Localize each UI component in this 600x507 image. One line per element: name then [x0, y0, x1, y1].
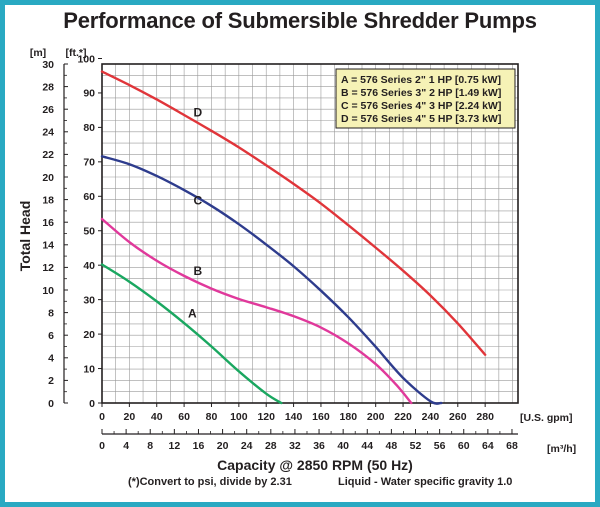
x-tick-label-m3h: 0 — [99, 440, 105, 452]
y-tick-label-ft: 0 — [89, 398, 95, 410]
y-tick-label-m: 16 — [42, 217, 54, 229]
x-tick-label-m3h: 28 — [265, 440, 277, 452]
y-unit-ft: [ft.*] — [66, 47, 87, 59]
y-tick-label-ft: 10 — [83, 363, 95, 375]
curves: A B C D — [100, 70, 487, 405]
x-tick-label-m3h: 8 — [147, 440, 153, 452]
curve-label-a: A — [188, 307, 197, 321]
x-tick-label-m3h: 24 — [241, 440, 253, 452]
curve-b — [100, 217, 413, 405]
legend-entry: A = 576 Series 2" 1 HP [0.75 kW] — [341, 74, 501, 86]
x-tick-label-gpm: 80 — [206, 411, 218, 423]
y-tick-label-m: 14 — [42, 240, 54, 252]
y-tick-label-ft: 30 — [83, 294, 95, 306]
tick-labels: 0246810121416182022242628300102030405060… — [42, 53, 518, 452]
x-tick-label-m3h: 36 — [313, 440, 325, 452]
y-tick-label-m: 24 — [42, 127, 54, 139]
x-tick-label-m3h: 44 — [361, 440, 373, 452]
y-axis-title: Total Head — [17, 201, 33, 272]
x-tick-label-m3h: 12 — [169, 440, 181, 452]
curve-a — [100, 263, 283, 405]
footnote-psi: (*)Convert to psi, divide by 2.31 — [128, 476, 292, 488]
x-tick-label-gpm: 160 — [312, 411, 330, 423]
axes — [63, 57, 519, 435]
x-tick-label-m3h: 64 — [482, 440, 494, 452]
y-tick-label-m: 6 — [48, 330, 54, 342]
x-axis-title: Capacity @ 2850 RPM (50 Hz) — [217, 457, 413, 473]
y-tick-label-ft: 70 — [83, 157, 95, 169]
curve-c — [100, 155, 443, 405]
y-tick-label-ft: 40 — [83, 260, 95, 272]
y-tick-label-ft: 90 — [83, 88, 95, 100]
y-tick-label-ft: 50 — [83, 226, 95, 238]
footnote-liquid: Liquid - Water specific gravity 1.0 — [338, 476, 512, 488]
x-tick-label-gpm: 280 — [476, 411, 494, 423]
x-tick-label-gpm: 220 — [394, 411, 412, 423]
curve-label-b: B — [193, 264, 202, 278]
x-tick-label-m3h: 4 — [123, 440, 129, 452]
x-tick-label-gpm: 200 — [367, 411, 385, 423]
y-tick-label-m: 30 — [42, 59, 54, 71]
y-tick-label-m: 22 — [42, 149, 54, 161]
y-tick-label-ft: 80 — [83, 122, 95, 134]
x-tick-label-gpm: 0 — [99, 411, 105, 423]
x-tick-label-m3h: 68 — [506, 440, 518, 452]
legend-entry: C = 576 Series 4" 3 HP [2.24 kW] — [341, 100, 501, 112]
y-tick-label-m: 28 — [42, 81, 54, 93]
y-tick-label-m: 26 — [42, 104, 54, 116]
x-tick-label-m3h: 16 — [193, 440, 205, 452]
x-tick-label-gpm: 120 — [257, 411, 275, 423]
y-tick-label-ft: 20 — [83, 329, 95, 341]
y-tick-label-m: 8 — [48, 307, 54, 319]
y-tick-label-ft: 60 — [83, 191, 95, 203]
x-tick-label-m3h: 56 — [434, 440, 446, 452]
x-tick-label-m3h: 32 — [289, 440, 301, 452]
x-tick-label-gpm: 240 — [422, 411, 440, 423]
curve-d — [100, 70, 487, 356]
curve-label-d: D — [193, 105, 202, 119]
x-tick-label-gpm: 260 — [449, 411, 467, 423]
legend-entry: D = 576 Series 4" 5 HP [3.73 kW] — [341, 113, 501, 125]
x-tick-label-m3h: 60 — [458, 440, 470, 452]
x-tick-label-gpm: 140 — [285, 411, 303, 423]
y-unit-m: [m] — [30, 47, 46, 59]
y-tick-label-m: 0 — [48, 398, 54, 410]
x-tick-label-m3h: 52 — [410, 440, 422, 452]
x-tick-label-gpm: 60 — [178, 411, 190, 423]
x-tick-label-m3h: 40 — [337, 440, 349, 452]
legend-box — [335, 68, 516, 129]
x-tick-label-gpm: 20 — [124, 411, 136, 423]
x-tick-label-gpm: 40 — [151, 411, 163, 423]
x-tick-label-gpm: 180 — [340, 411, 358, 423]
y-tick-label-m: 4 — [48, 353, 54, 365]
y-tick-label-m: 18 — [42, 194, 54, 206]
x-tick-label-gpm: 100 — [230, 411, 248, 423]
y-tick-label-m: 2 — [48, 375, 54, 387]
x-unit-m3h: [m³/h] — [547, 443, 576, 455]
y-tick-label-m: 20 — [42, 172, 54, 184]
x-unit-gpm: [U.S. gpm] — [520, 412, 573, 424]
legend-entry: B = 576 Series 3" 2 HP [1.49 kW] — [341, 87, 501, 99]
y-tick-label-ft: 100 — [77, 53, 95, 65]
x-tick-label-m3h: 20 — [217, 440, 229, 452]
y-tick-label-m: 10 — [42, 285, 54, 297]
chart-title: Performance of Submersible Shredder Pump… — [63, 8, 537, 33]
legend: A = 576 Series 2" 1 HP [0.75 kW]B = 576 … — [335, 68, 516, 129]
curve-label-c: C — [193, 194, 202, 208]
plot-border — [101, 63, 519, 404]
y-tick-label-m: 12 — [42, 262, 54, 274]
x-tick-label-m3h: 48 — [386, 440, 398, 452]
